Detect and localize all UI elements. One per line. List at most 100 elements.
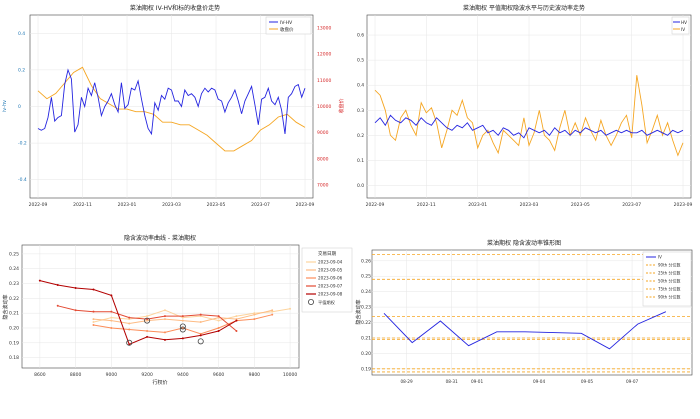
series-ivhv-line [37, 68, 306, 136]
chart4-xtick: 08-29 [400, 379, 413, 384]
series-2023-09-07-point [110, 310, 113, 313]
series-2023-09-04-point [146, 315, 149, 318]
legend-label-iv: IV [681, 27, 685, 32]
series-2023-09-04-point [92, 321, 95, 324]
legend-label-hv: HV [681, 20, 687, 25]
series-2023-09-05-point [110, 319, 113, 322]
atm-option-marker [197, 338, 204, 345]
series-2023-09-08-point [181, 337, 184, 340]
chart1-ytick-right: 7000 [317, 182, 329, 188]
chart2-ytick: 0.5 [357, 58, 364, 64]
chart4-ytick: 0.23 [361, 305, 371, 311]
atm-option-marker [179, 323, 186, 330]
series-close-line [37, 66, 306, 152]
series-2023-09-06-point [110, 326, 113, 329]
chart3-ytick: 0.23 [9, 281, 19, 287]
series-2023-09-08-point [146, 335, 149, 338]
legend-label-2: 25th 分位数 [658, 270, 680, 276]
legend-label-2023-09-04: 2023-09-04 [318, 260, 343, 265]
series-2023-09-04-point [253, 312, 256, 315]
legend-label-5: 90th 分位数 [658, 294, 680, 300]
chart-iv-smile: 隐含波动率曲线 - 菜油期权 0.25 0.24 0.23 0.22 0.21 0.20 0… [2, 234, 353, 386]
chart1-ytick-right: 11000 [317, 78, 331, 84]
chart3-xtick: 9200 [141, 372, 153, 378]
series-2023-09-07-point [92, 310, 95, 313]
chart2-xtick: 2023-07 [622, 202, 641, 208]
chart2-xtick: 2022-09 [366, 202, 385, 208]
chart3-legend-title: 交易日期 [318, 250, 336, 257]
series-2023-09-06-point [181, 326, 184, 329]
series-2023-09-08-point [56, 284, 59, 287]
series-2023-09-06-point [92, 324, 95, 327]
chart2-xtick: 2023-05 [571, 202, 590, 208]
chart1-ytick-right: 10000 [317, 104, 331, 110]
series-2023-09-05-point [92, 318, 95, 321]
chart3-ytick: 0.21 [9, 311, 19, 317]
series-hv-line [374, 75, 684, 157]
series-2023-09-08-line [39, 280, 237, 345]
series-2023-09-08-point [235, 319, 238, 322]
chart1-legend: IV-HV 收盘价 [265, 16, 312, 35]
series-2023-09-08-point [199, 334, 202, 337]
chart3-xtick: 9800 [249, 372, 261, 378]
chart4-ytick: 0.21 [361, 335, 371, 341]
series-2023-09-08-point [163, 338, 166, 341]
legend-label-close: 收盘价 [280, 26, 294, 33]
chart3-ytick: 0.18 [9, 355, 19, 361]
series-2023-09-08-point [128, 343, 131, 346]
chart1-xtick: 2023-03 [162, 202, 181, 208]
chart3-ytick: 0.22 [9, 296, 19, 302]
series-2023-09-08-point [217, 329, 220, 332]
chart2-ytick: 0.4 [357, 83, 364, 89]
series-2023-09-04-point [181, 316, 184, 319]
chart4-ytick: 0.19 [361, 366, 371, 372]
legend-label-0: IV [658, 255, 662, 260]
chart1-xtick: 2023-07 [251, 202, 270, 208]
chart1-ytick-left: 0 [18, 104, 21, 110]
chart2-ytick: 0.1 [357, 158, 364, 164]
series-2023-09-04-point [110, 316, 113, 319]
chart3-ytick: 0.20 [9, 325, 19, 331]
chart1-ytick-right: 8000 [317, 156, 329, 162]
series-2023-09-08-point [74, 286, 77, 289]
chart2-legend: HV IV [671, 16, 690, 35]
legend-label-2023-09-06: 2023-09-06 [318, 276, 343, 281]
series-2023-09-05-point [271, 309, 274, 312]
chart1-ylabel-left: iv-hv [2, 100, 8, 112]
series-2023-09-07-point [217, 315, 220, 318]
chart3-xlabel: 行权价 [152, 379, 167, 386]
series-iv-cone-line [383, 311, 667, 350]
series-2023-09-07-point [128, 316, 131, 319]
chart3-title: 隐含波动率曲线 - 菜油期权 [124, 234, 196, 242]
series-2023-09-05-point [235, 318, 238, 321]
chart-iv-cone: 菜油期权 隐含波动率锥形图 0.26 0.25 0.24 0.23 0.22 0.21 0.… [355, 239, 693, 384]
chart1-xtick: 2023-09 [296, 202, 315, 208]
series-2023-09-05-point [146, 319, 149, 322]
series-2023-09-07-point [146, 318, 149, 321]
chart4-frame [371, 249, 693, 376]
chart3-ytick: 0.19 [9, 340, 19, 346]
chart1-ytick-right: 13000 [317, 26, 331, 32]
chart3-ytick: 0.25 [9, 251, 19, 257]
chart1-xtick: 2023-05 [207, 202, 226, 208]
chart2-title: 菜油期权 平值期权隐波水平与历史波动率走势 [463, 4, 585, 12]
series-2023-09-05-point [181, 319, 184, 322]
series-2023-09-06-point [253, 318, 256, 321]
series-2023-09-06-point [217, 326, 220, 329]
chart1-ytick-left: -0.2 [18, 141, 27, 147]
chart4-ytick: 0.20 [361, 351, 371, 357]
chart3-ylabel: 隐含波动率 [2, 294, 9, 319]
series-2023-09-05-point [128, 322, 131, 325]
series-2023-09-04-point [199, 315, 202, 318]
chart-iv-hv-history: 菜油期权 平值期权隐波水平与历史波动率走势 0.6 0.5 0.4 0.3 0.2 0.1… [357, 4, 693, 208]
series-2023-09-07-point [199, 313, 202, 316]
series-2023-09-04-point [289, 307, 292, 310]
chart1-ytick-left: 0.4 [18, 31, 25, 37]
chart2-xtick: 2023-09 [674, 202, 693, 208]
chart1-ylabel-right: 收盘价 [338, 98, 345, 113]
chart2-ytick: 0.2 [357, 133, 364, 139]
chart3-xtick: 10000 [283, 372, 297, 378]
series-2023-09-06-point [146, 329, 149, 332]
